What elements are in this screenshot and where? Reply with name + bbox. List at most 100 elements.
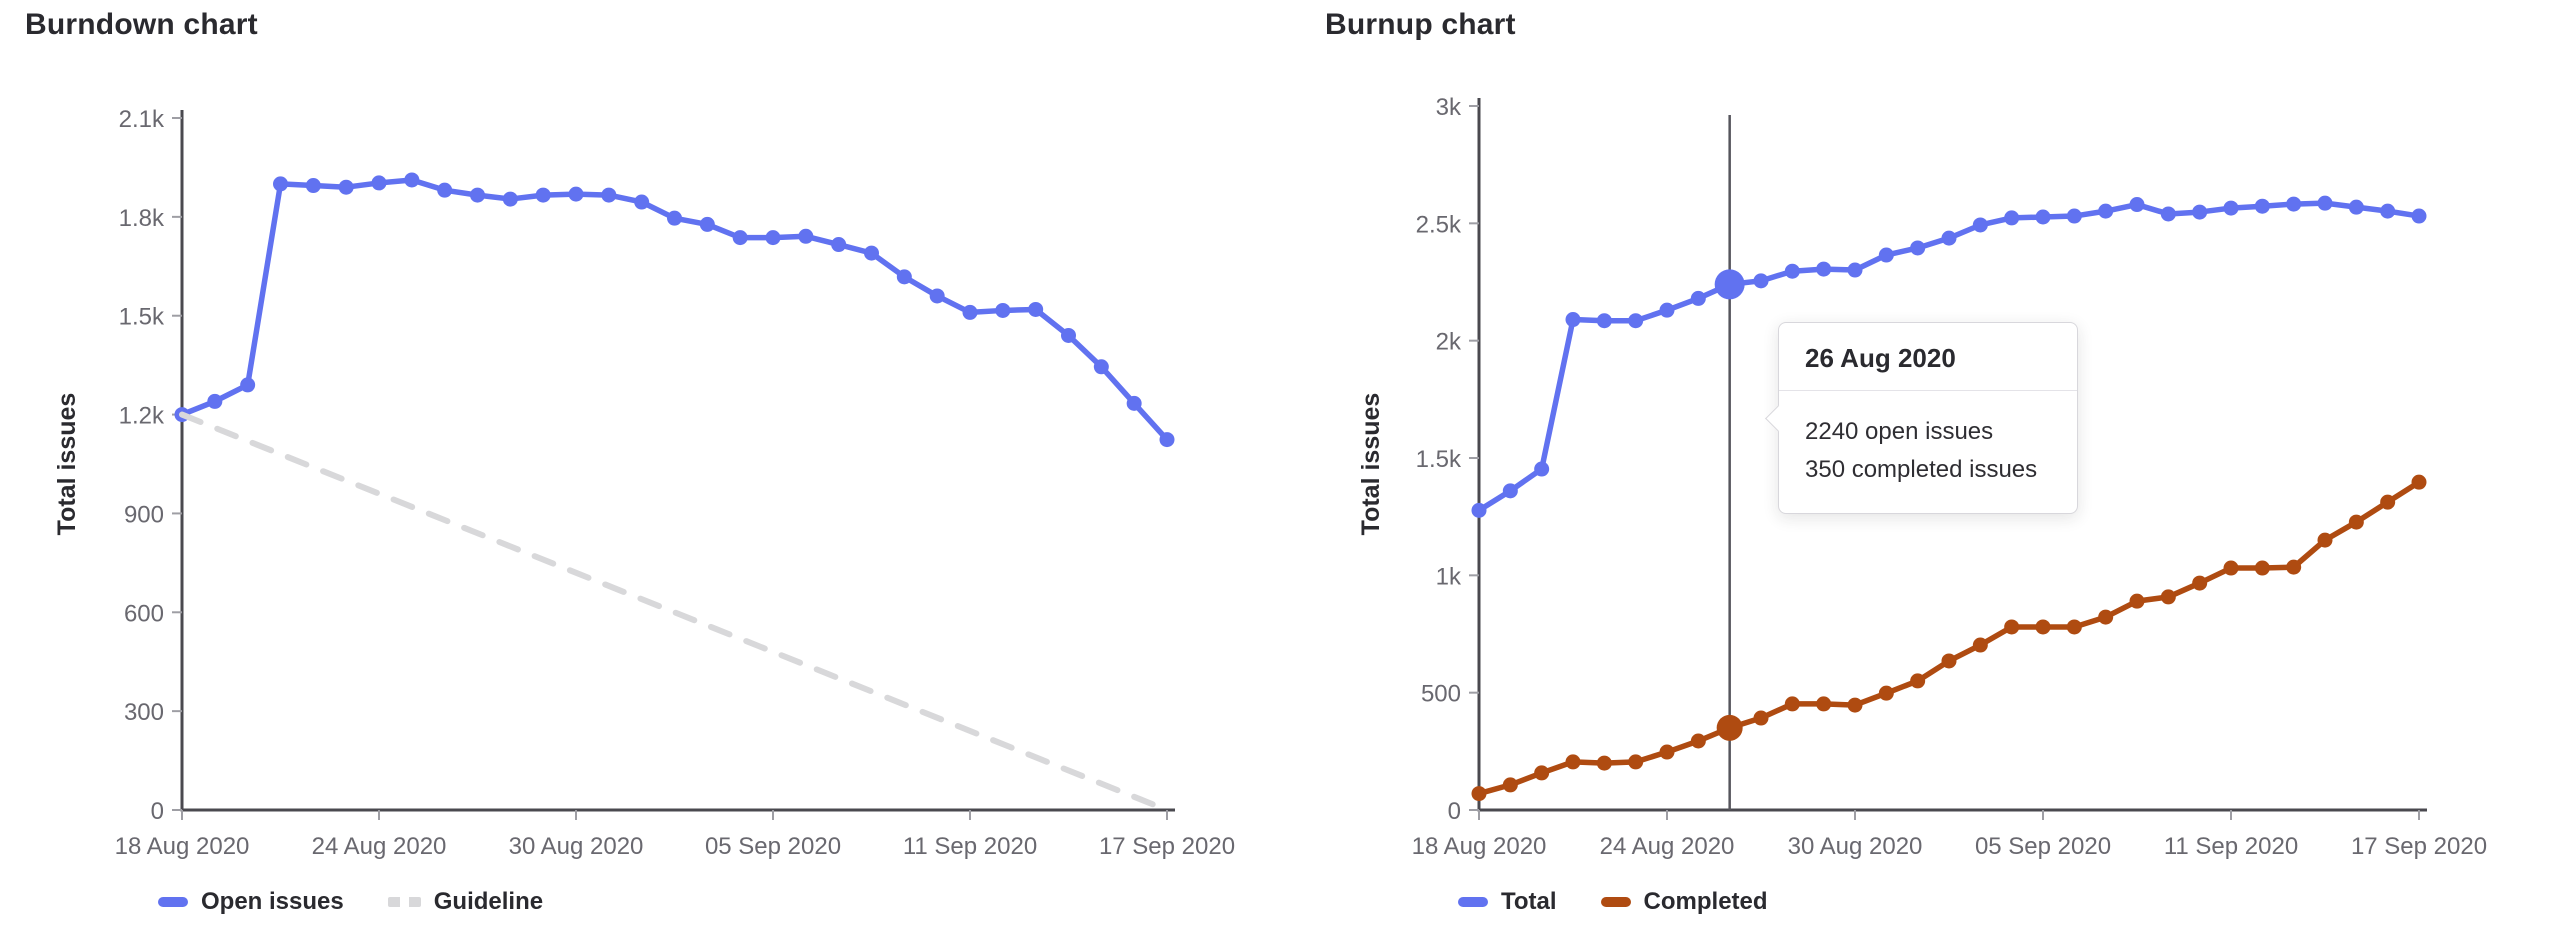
legend-label: Open issues (201, 888, 344, 915)
data-point (2223, 560, 2239, 576)
y-tick-label: 1.8k (119, 205, 165, 232)
data-point (634, 194, 650, 210)
data-point (1784, 263, 1800, 279)
burnup-chart-panel: Burnup chart Total issues 0 500 1k 1.5k 2k 2.… (1277, 0, 2554, 952)
x-tick-label: 11 Sep 2020 (2164, 833, 2298, 860)
y-tick-label: 2.5k (1416, 211, 1462, 238)
y-tick-label: 2k (1436, 329, 1462, 356)
data-point (1596, 313, 1612, 329)
highlighted-data-point (1716, 714, 1743, 741)
data-point (2160, 589, 2176, 605)
burnup-chart-canvas[interactable]: 0 500 1k 1.5k 2k 2.5k 3k 18 Aug 2020 24 Aug 2020… (1277, 0, 2554, 952)
data-point (1126, 395, 1142, 411)
x-tick-label: 18 Aug 2020 (115, 833, 250, 860)
data-point (1093, 359, 1109, 375)
legend-label: Total (1501, 888, 1557, 915)
data-point (2035, 619, 2051, 635)
data-point (831, 237, 847, 253)
data-point (2129, 197, 2145, 213)
legend-item-open-issues[interactable]: Open issues (158, 888, 344, 916)
completed-swatch-icon (1600, 897, 1631, 907)
y-tick-label: 2.1k (119, 106, 165, 133)
data-point (1941, 230, 1957, 246)
data-point (1910, 240, 1926, 256)
y-tick-label: 1.2k (119, 403, 165, 430)
tooltip-date: 26 Aug 2020 (1779, 323, 2077, 391)
data-point (240, 377, 256, 393)
burndown-chart-title: Burndown chart (25, 8, 258, 41)
data-point (1972, 217, 1988, 233)
data-point (2004, 210, 2020, 226)
data-point (2380, 494, 2396, 510)
data-point (2129, 593, 2145, 609)
x-tick-label: 18 Aug 2020 (1412, 833, 1547, 860)
open-issues-swatch-icon (158, 897, 188, 907)
legend-item-completed[interactable]: Completed (1600, 888, 1768, 916)
data-point (1534, 765, 1550, 781)
data-point (1690, 290, 1706, 306)
x-tick-label: 17 Sep 2020 (1099, 833, 1235, 860)
burndown-chart-canvas[interactable]: 0 300 600 900 1.2k 1.5k 1.8k 2.1k 18 Aug 2020 24 … (0, 0, 1277, 952)
data-point (207, 393, 223, 409)
data-point (2380, 203, 2396, 219)
data-point (470, 187, 485, 203)
data-point (1061, 327, 1076, 343)
data-point (1753, 710, 1769, 726)
burnup-chart-title: Burnup chart (1325, 8, 1516, 41)
data-point (568, 186, 584, 202)
tooltip-open-issues-line: 2240 open issues (1805, 418, 1994, 445)
burnup-legend: Total Completed (1458, 888, 1768, 916)
data-point (1910, 673, 1926, 689)
x-tick-label: 30 Aug 2020 (1788, 833, 1923, 860)
data-point (2160, 206, 2176, 222)
y-tick-label: 900 (124, 501, 164, 528)
data-point (1628, 313, 1644, 329)
y-tick-label: 0 (1448, 798, 1461, 825)
data-point (404, 172, 420, 188)
data-point (371, 175, 387, 191)
data-point (1816, 696, 1832, 712)
x-tick-label: 05 Sep 2020 (1975, 833, 2111, 860)
data-point (2192, 575, 2208, 591)
data-point (1471, 502, 1487, 518)
data-point (2066, 619, 2082, 635)
legend-item-total[interactable]: Total (1458, 888, 1557, 916)
legend-label: Guideline (433, 888, 544, 915)
data-point (1972, 637, 1988, 653)
data-point (2286, 196, 2302, 212)
data-point (437, 182, 453, 198)
data-point (699, 216, 715, 232)
x-tick-label: 24 Aug 2020 (312, 833, 447, 860)
data-point (1471, 786, 1487, 802)
data-point (1816, 261, 1832, 277)
data-point (305, 178, 321, 194)
data-point (2192, 204, 2208, 220)
data-point (2317, 532, 2333, 548)
data-point (535, 187, 551, 203)
data-point (1502, 777, 1518, 793)
data-point (2004, 619, 2020, 635)
series-line-completed (1476, 479, 2422, 797)
data-point (1534, 461, 1550, 477)
y-tick-label: 3k (1436, 94, 1462, 121)
data-point (601, 187, 617, 203)
data-point (1784, 696, 1800, 712)
x-tick-label: 05 Sep 2020 (705, 833, 841, 860)
data-point (962, 304, 978, 320)
data-point (273, 176, 288, 192)
x-tick-label: 30 Aug 2020 (509, 833, 644, 860)
x-tick-label: 17 Sep 2020 (2351, 833, 2487, 860)
data-point (2317, 195, 2333, 211)
data-point (502, 191, 518, 207)
highlighted-data-point (1714, 269, 1745, 300)
data-point (667, 210, 682, 226)
y-tick-label: 500 (1421, 681, 1461, 708)
data-point (2254, 198, 2270, 214)
legend-label: Completed (1643, 888, 1768, 915)
legend-item-guideline[interactable]: Guideline (387, 888, 544, 916)
data-point (1847, 697, 1863, 713)
data-point (732, 230, 748, 246)
data-point (1941, 653, 1957, 669)
data-point (896, 269, 912, 285)
chart-tooltip: 26 Aug 2020 2240 open issues 350 complet… (1765, 322, 2078, 514)
